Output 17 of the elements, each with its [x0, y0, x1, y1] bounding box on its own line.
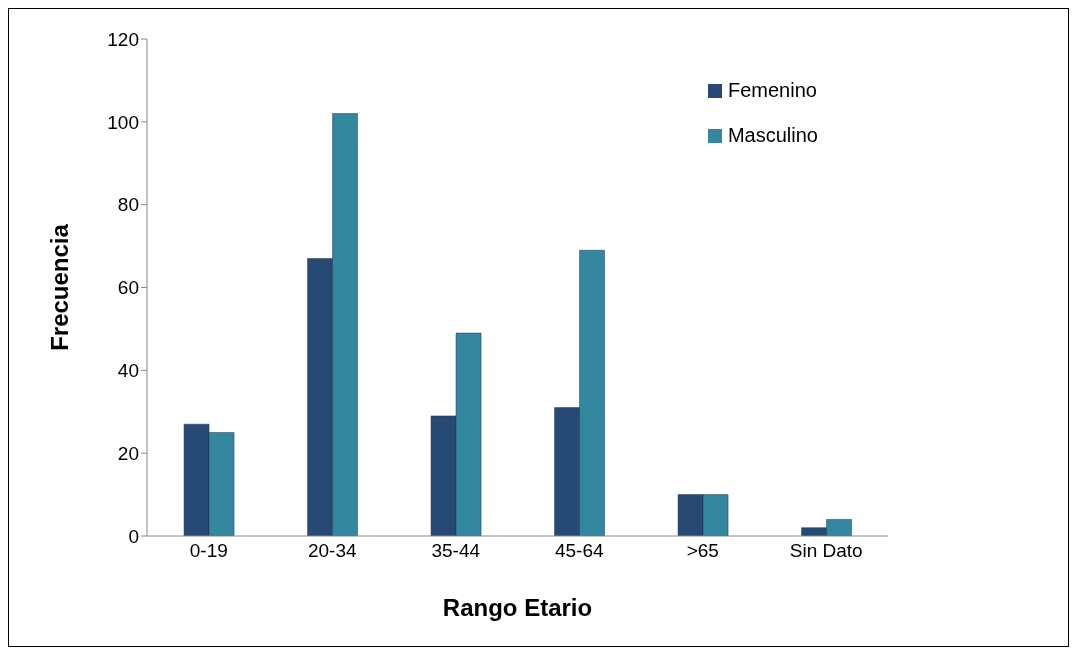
y-tick-label: 100	[107, 111, 139, 133]
y-tick-label: 40	[117, 360, 139, 382]
x-tick-label: 20-34	[307, 540, 357, 562]
y-tick-label: 60	[117, 277, 139, 299]
x-tick-label: >65	[686, 540, 719, 562]
x-tick-label: 45-64	[554, 540, 604, 562]
legend-label: Femenino	[727, 79, 817, 102]
y-tick-label: 0	[128, 525, 139, 547]
x-tick-label: Sin Dato	[789, 540, 863, 562]
x-tick-label: 35-44	[431, 540, 481, 562]
x-axis-title: Rango Etario	[442, 594, 593, 621]
x-tick-label: 0-19	[189, 540, 228, 562]
y-tick-label: 80	[117, 194, 139, 216]
y-tick-label: 20	[117, 442, 139, 464]
legend-label: Masculino	[727, 124, 818, 147]
y-axis-title: Frecuencia	[45, 223, 73, 351]
y-tick-label: 120	[107, 28, 139, 50]
